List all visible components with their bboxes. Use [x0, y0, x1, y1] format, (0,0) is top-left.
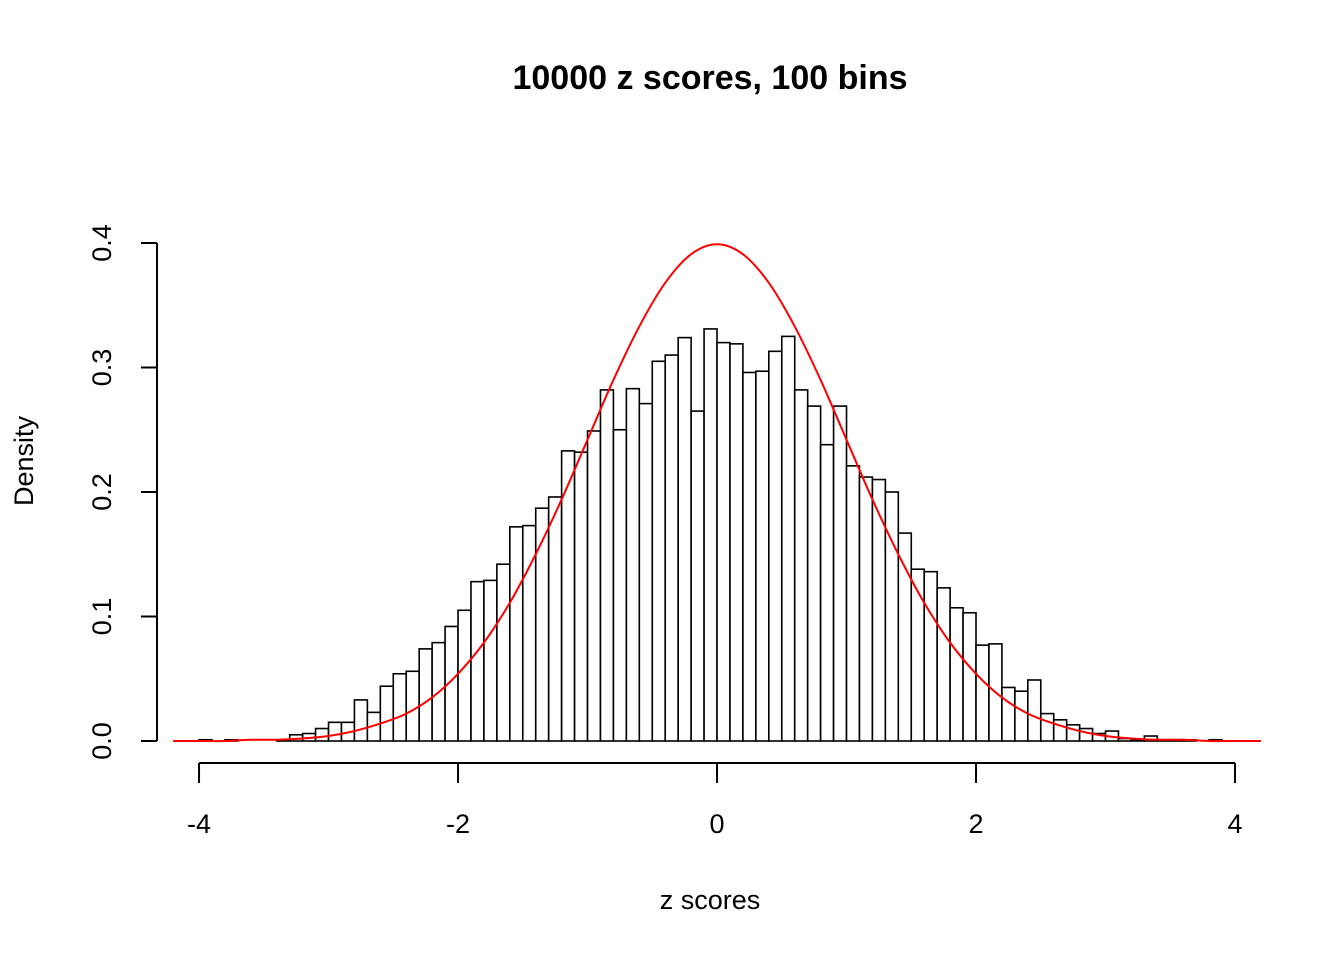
bar	[327, 721, 343, 742]
bar	[755, 370, 770, 742]
bar	[418, 648, 433, 742]
bar	[483, 579, 498, 742]
bar	[819, 443, 835, 742]
bar	[1078, 727, 1094, 742]
bar	[690, 410, 705, 742]
bar	[573, 451, 589, 742]
bar	[496, 563, 511, 742]
bar	[923, 570, 938, 742]
bar	[1039, 712, 1055, 742]
bar	[314, 727, 330, 742]
bar	[612, 428, 628, 742]
bar	[677, 336, 692, 742]
bar	[936, 587, 951, 742]
x-tick-label: -4	[187, 809, 211, 839]
bar	[379, 685, 395, 742]
x-tick-label: 4	[1227, 809, 1242, 839]
x-tick-label: 0	[710, 809, 725, 839]
bar	[547, 496, 563, 742]
bar	[962, 611, 977, 742]
bar	[845, 465, 861, 742]
bar	[703, 328, 718, 742]
bar	[392, 672, 408, 742]
x-axis-label: z scores	[660, 885, 761, 915]
bar	[897, 532, 913, 742]
bar	[651, 360, 667, 742]
bar	[871, 478, 887, 742]
bar	[729, 343, 744, 742]
chart-title: 10000 z scores, 100 bins	[512, 59, 907, 97]
bar	[780, 335, 796, 742]
bar	[975, 644, 990, 742]
bar	[457, 609, 472, 742]
bar	[405, 670, 420, 742]
density-curve	[173, 243, 1261, 743]
bar	[586, 430, 602, 742]
y-tick-label: 0.2	[87, 473, 117, 511]
bar	[832, 405, 848, 742]
bar	[1001, 686, 1016, 742]
y-tick-label: 0.4	[87, 224, 117, 262]
bar	[509, 526, 524, 742]
bar	[793, 389, 809, 742]
bar	[353, 699, 369, 742]
y-axis-label: Density	[9, 415, 39, 506]
bar	[910, 568, 926, 742]
bar	[768, 350, 783, 742]
bar	[664, 354, 679, 742]
bar	[716, 341, 731, 742]
bar	[858, 476, 874, 742]
bar	[625, 387, 641, 742]
bar	[470, 580, 485, 742]
y-tick-label: 0.3	[87, 349, 117, 387]
bar	[1052, 719, 1068, 742]
x-tick-label: -2	[446, 809, 470, 839]
bar	[949, 606, 964, 742]
bar	[599, 389, 615, 742]
y-tick-label: 0.0	[87, 722, 117, 760]
bar	[1014, 690, 1029, 742]
x-tick-label: 2	[969, 809, 984, 839]
bar	[1027, 679, 1042, 742]
y-tick-label: 0.1	[87, 598, 117, 636]
bar	[742, 371, 757, 742]
bar	[806, 405, 822, 742]
bar	[638, 402, 654, 742]
